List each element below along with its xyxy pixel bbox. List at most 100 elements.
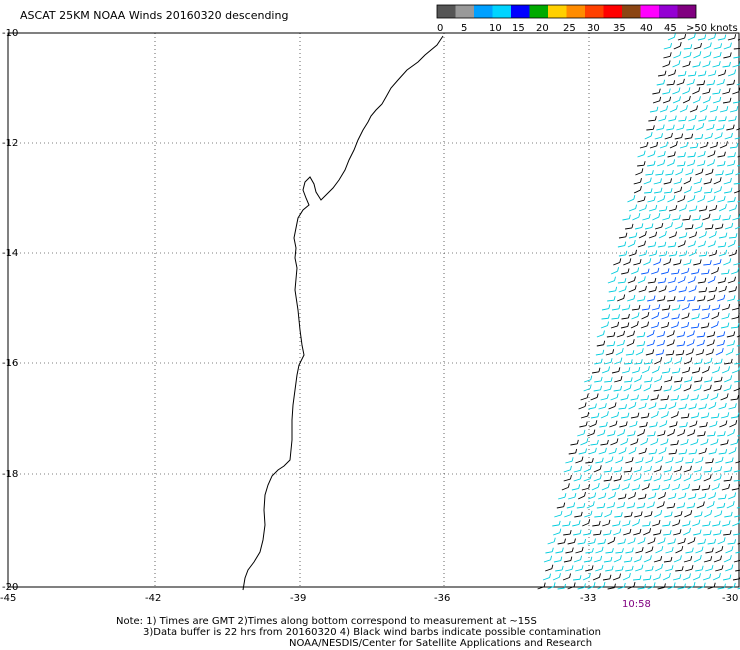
wind-barb bbox=[730, 412, 740, 419]
wind-barb bbox=[580, 393, 589, 401]
wind-barb bbox=[691, 268, 700, 275]
wind-barb bbox=[665, 456, 674, 464]
wind-barb bbox=[726, 124, 735, 131]
wind-barb bbox=[643, 177, 652, 185]
wind-barb bbox=[683, 176, 692, 185]
lat-label: -18 bbox=[2, 469, 18, 480]
wind-barb bbox=[646, 125, 655, 131]
wind-barb bbox=[703, 260, 712, 266]
wind-barb bbox=[697, 195, 706, 203]
wind-barb bbox=[688, 285, 697, 293]
wind-barb bbox=[671, 313, 680, 320]
wind-barb bbox=[638, 447, 647, 455]
wind-barb bbox=[725, 564, 734, 572]
wind-barb bbox=[677, 152, 686, 158]
wind-barb bbox=[704, 188, 713, 194]
wind-barb bbox=[669, 141, 678, 149]
wind-barb bbox=[693, 259, 702, 266]
wind-barb bbox=[668, 285, 677, 293]
wind-barb bbox=[566, 502, 576, 509]
wind-barb bbox=[683, 259, 692, 266]
wind-barb bbox=[717, 294, 726, 302]
wind-barb bbox=[671, 304, 681, 311]
wind-barb bbox=[638, 493, 647, 500]
wind-barb bbox=[640, 437, 649, 446]
wind-barb bbox=[628, 249, 638, 257]
wind-barb bbox=[715, 456, 724, 464]
wind-barb bbox=[705, 564, 714, 572]
wind-barb bbox=[641, 304, 651, 311]
wind-barb bbox=[683, 465, 692, 473]
wind-barb bbox=[733, 56, 740, 59]
wind-barb bbox=[640, 395, 650, 401]
wind-barb bbox=[572, 575, 582, 581]
wind-barb bbox=[650, 321, 660, 329]
wind-barb bbox=[702, 213, 711, 221]
legend-label: 5 bbox=[461, 23, 467, 34]
wind-barb bbox=[702, 88, 711, 95]
wind-barb bbox=[730, 438, 739, 446]
wind-barb bbox=[627, 195, 636, 203]
wind-barb bbox=[600, 411, 609, 419]
wind-barb bbox=[621, 268, 630, 275]
wind-barb bbox=[573, 555, 583, 563]
wind-barb bbox=[727, 295, 736, 302]
wind-barb bbox=[729, 106, 739, 113]
wind-barb bbox=[602, 574, 612, 581]
wind-barb bbox=[682, 520, 691, 527]
wind-barb bbox=[737, 282, 740, 284]
wind-barb bbox=[670, 440, 679, 446]
wind-barb bbox=[563, 529, 572, 536]
wind-barb bbox=[708, 230, 717, 239]
wind-barb bbox=[736, 299, 740, 302]
wind-barb bbox=[563, 465, 572, 473]
wind-barb bbox=[724, 511, 733, 518]
wind-barb bbox=[723, 177, 732, 185]
wind-barb bbox=[692, 519, 701, 527]
wind-barb bbox=[646, 501, 655, 509]
wind-barb bbox=[650, 411, 659, 419]
wind-barb bbox=[701, 269, 710, 275]
wind-barb bbox=[677, 429, 686, 437]
wind-barb bbox=[683, 51, 692, 59]
wind-barb bbox=[723, 52, 732, 59]
legend-swatch bbox=[622, 5, 641, 18]
wind-barb bbox=[718, 204, 727, 212]
wind-barb bbox=[667, 277, 677, 284]
wind-barb bbox=[712, 215, 721, 221]
wind-barb bbox=[584, 510, 593, 518]
wind-barb bbox=[601, 366, 611, 374]
wind-barb bbox=[684, 357, 693, 365]
wind-barb bbox=[660, 322, 670, 329]
wind-barb bbox=[726, 501, 735, 509]
legend-swatch bbox=[437, 5, 456, 18]
wind-barb bbox=[649, 106, 659, 113]
wind-barb bbox=[693, 529, 702, 536]
wind-barb bbox=[733, 470, 740, 473]
wind-barb bbox=[613, 475, 622, 482]
wind-barb bbox=[610, 321, 620, 329]
lon-label: -42 bbox=[145, 593, 161, 604]
wind-barb bbox=[675, 456, 684, 464]
wind-barb bbox=[735, 172, 740, 176]
wind-barb bbox=[664, 188, 673, 194]
wind-barb bbox=[694, 222, 704, 230]
wind-barb bbox=[651, 365, 660, 374]
wind-barb bbox=[617, 582, 626, 590]
wind-barb bbox=[624, 511, 633, 518]
wind-barb bbox=[713, 466, 723, 473]
wind-barb bbox=[663, 258, 672, 266]
wind-barb bbox=[611, 367, 621, 374]
wind-barb bbox=[673, 555, 682, 563]
wind-barb bbox=[700, 412, 710, 419]
wind-barb bbox=[580, 411, 590, 419]
wind-barb bbox=[667, 69, 677, 77]
wind-barb bbox=[653, 529, 662, 536]
wind-barb bbox=[623, 258, 632, 266]
wind-barb bbox=[685, 168, 694, 176]
wind-barb bbox=[678, 250, 688, 257]
wind-barb bbox=[616, 330, 625, 338]
wind-barb bbox=[697, 70, 707, 77]
wind-barb bbox=[654, 510, 663, 518]
wind-barb bbox=[669, 105, 678, 113]
